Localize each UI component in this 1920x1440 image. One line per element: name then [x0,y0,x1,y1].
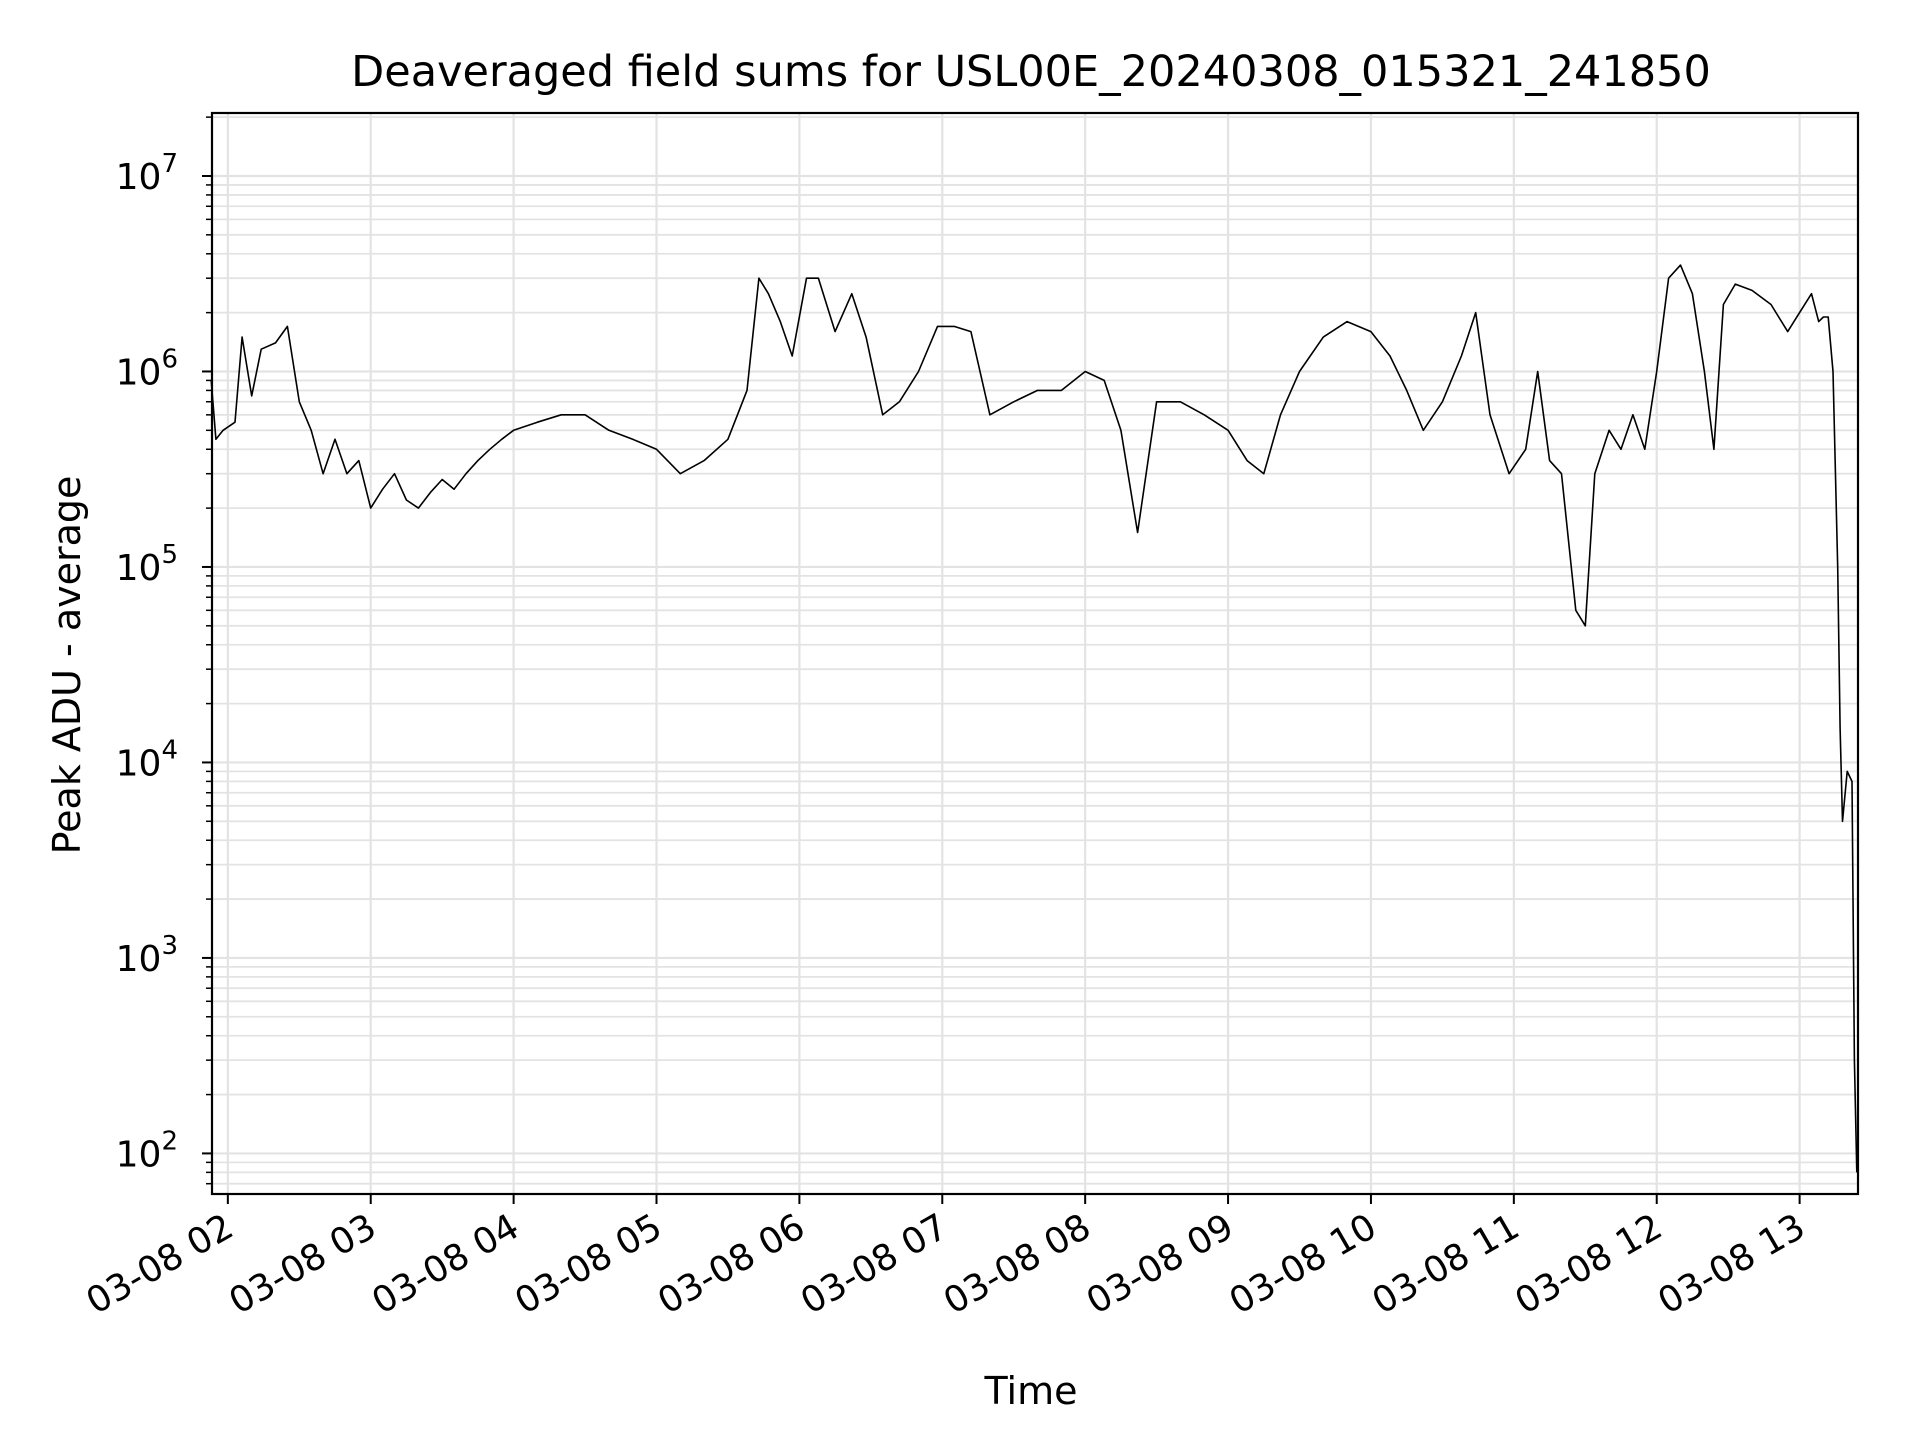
y-axis: 102 103 104 105 106 107 [116,116,212,1185]
plot-frame [210,111,1860,1196]
x-tick-label: 03-08 10 [1223,1206,1384,1322]
series-line [210,264,1858,1173]
x-tick-label: 03-08 02 [80,1206,241,1322]
y-tick-label: 104 [116,735,178,784]
y-tick-label: 105 [116,540,178,589]
y-tick-label: 106 [116,344,178,393]
x-tick-label: 03-08 05 [508,1206,669,1322]
y-tick-label: 103 [116,931,178,980]
x-axis-label: Time [984,1369,1078,1413]
x-tick-label: 03-08 09 [1080,1206,1241,1322]
x-tick-label: 03-08 03 [223,1206,384,1322]
grid [212,113,1858,1194]
y-tick-label: 102 [116,1126,178,1175]
x-tick-label: 03-08 11 [1366,1206,1527,1322]
series-layer [210,264,1858,1173]
x-tick-label: 03-08 13 [1651,1206,1812,1322]
y-tick-label: 107 [116,149,178,198]
y-axis-label: Peak ADU - average [45,476,89,855]
chart-title: Deaveraged field sums for USL00E_2024030… [351,47,1711,97]
x-tick-label: 03-08 04 [365,1206,526,1322]
x-tick-label: 03-08 08 [937,1206,1098,1322]
x-tick-label: 03-08 12 [1509,1206,1670,1322]
x-tick-label: 03-08 07 [794,1206,955,1322]
x-tick-label: 03-08 06 [651,1206,812,1322]
